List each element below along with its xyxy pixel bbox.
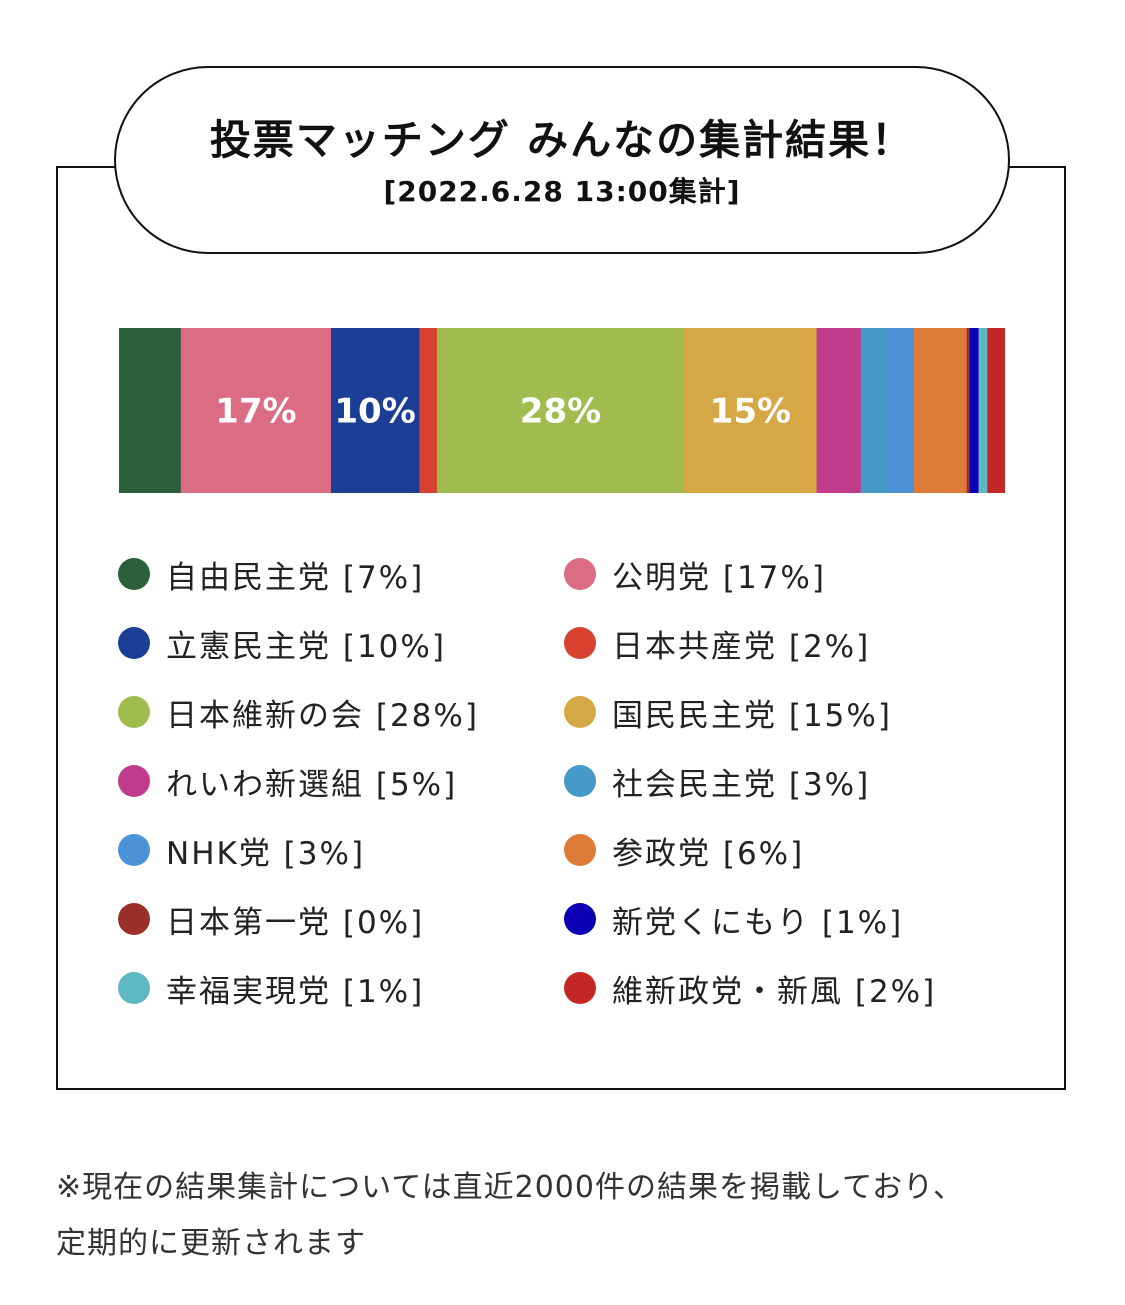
legend-item: 参政党 [6%] [564, 825, 804, 875]
bar-segment-11 [966, 328, 971, 493]
legend-label: れいわ新選組 [5%] [166, 766, 458, 803]
chart-title: 投票マッチング みんなの集計結果！ [209, 116, 915, 164]
legend-item: 公明党 [17%] [564, 549, 826, 599]
bar-segment-1 [119, 328, 182, 493]
legend-swatch [564, 972, 596, 1004]
bar-segment-13 [978, 328, 988, 493]
legend-swatch [118, 765, 150, 797]
title-banner: 投票マッチング みんなの集計結果！ [2022.6.28 13:00集計] [114, 66, 1010, 254]
legend-item: 幸福実現党 [1%] [118, 963, 424, 1013]
footnote-line-1: ※現在の結果集計については直近2000件の結果を掲載しており、 [56, 1170, 964, 1205]
legend-label: 新党くにもり [1%] [612, 904, 904, 941]
legend-label: NHK党 [3%] [166, 835, 366, 872]
bar-data-label: 17% [215, 392, 296, 432]
legend-label: 立憲民主党 [10%] [166, 628, 446, 665]
bar-segment-2 [180, 328, 332, 493]
bar-segment-6 [684, 328, 817, 493]
bar-segment-5 [436, 328, 685, 493]
legend-label: 参政党 [6%] [612, 835, 805, 872]
legend-item: 自由民主党 [7%] [118, 549, 424, 599]
legend-label: 日本共産党 [2%] [612, 628, 871, 665]
bar-segment-9 [887, 328, 915, 493]
bar-segment-8 [860, 328, 888, 493]
legend-label: 公明党 [17%] [612, 559, 826, 596]
legend-item: 新党くにもり [1%] [564, 894, 903, 944]
bar-segment-7 [816, 328, 862, 493]
bar-segment-4 [419, 328, 438, 493]
legend-item: 日本第一党 [0%] [118, 894, 424, 944]
bar-data-label: 28% [520, 392, 601, 432]
legend-swatch [118, 903, 150, 935]
legend-swatch [118, 972, 150, 1004]
legend-item: NHK党 [3%] [118, 825, 365, 875]
bar-segment-10 [913, 328, 968, 493]
legend-swatch [118, 627, 150, 659]
legend-swatch [564, 834, 596, 866]
bar-data-label: 15% [710, 392, 791, 432]
legend-swatch [564, 903, 596, 935]
legend-swatch [118, 834, 150, 866]
legend-swatch [118, 558, 150, 590]
legend-item: 社会民主党 [3%] [564, 756, 870, 806]
results-panel [56, 166, 1066, 1090]
legend-label: 日本第一党 [0%] [166, 904, 425, 941]
stacked-bar-chart: 17% 10% 28% 15% [119, 328, 1005, 493]
bar-data-label: 10% [334, 392, 415, 432]
legend-swatch [564, 765, 596, 797]
legend-item: 立憲民主党 [10%] [118, 618, 446, 668]
footnote-line-2: 定期的に更新されます [56, 1226, 366, 1261]
footnote: ※現在の結果集計については直近2000件の結果を掲載しており、 定期的に更新され… [56, 1160, 1076, 1272]
legend-item: れいわ新選組 [5%] [118, 756, 457, 806]
legend-swatch [564, 558, 596, 590]
legend-label: 社会民主党 [3%] [612, 766, 871, 803]
legend-swatch [118, 696, 150, 728]
legend-label: 日本維新の会 [28%] [166, 697, 479, 734]
legend-label: 国民民主党 [15%] [612, 697, 892, 734]
legend-label: 維新政党・新風 [2%] [612, 973, 937, 1010]
legend-item: 維新政党・新風 [2%] [564, 963, 936, 1013]
bar-segment-14 [987, 328, 1005, 493]
legend-swatch [564, 696, 596, 728]
legend-label: 幸福実現党 [1%] [166, 973, 425, 1010]
legend-item: 国民民主党 [15%] [564, 687, 892, 737]
bar-segment-12 [969, 328, 979, 493]
legend-swatch [564, 627, 596, 659]
legend-item: 日本共産党 [2%] [564, 618, 870, 668]
legend-item: 日本維新の会 [28%] [118, 687, 479, 737]
bar-segment-3 [330, 328, 420, 493]
legend-label: 自由民主党 [7%] [166, 559, 425, 596]
chart-subtitle: [2022.6.28 13:00集計] [383, 175, 741, 208]
